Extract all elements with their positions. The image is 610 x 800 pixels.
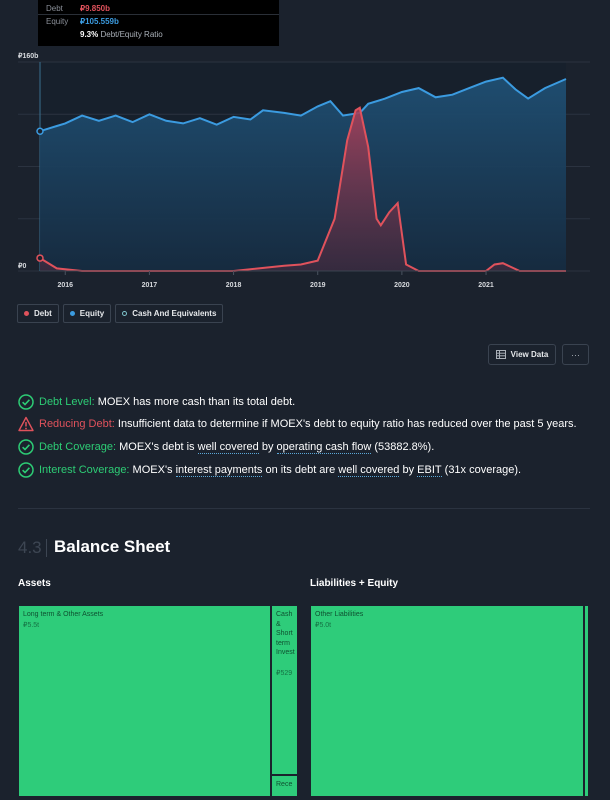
view-data-button[interactable]: View Data [488,344,556,365]
view-data-label: View Data [510,350,549,359]
check-debt-coverage: Debt Coverage: MOEX's debt is well cover… [18,439,434,455]
long-term-assets-box[interactable]: Long term & Other Assets ₽5.5t [18,605,271,797]
chart-svg[interactable]: ₽160b ₽0 2016 2017 2018 2019 2020 2021 [0,48,610,293]
check-interest-coverage: Interest Coverage: MOEX's interest payme… [18,462,521,478]
check-text: (53882.8%). [371,441,435,453]
legend-cash-label: Cash And Equivalents [132,309,217,318]
chart-legend: Debt Equity Cash And Equivalents [17,304,224,323]
cash-short-term-box[interactable]: Cash & Short term Invest ₽529 [271,605,298,775]
warning-icon [18,416,34,432]
y-tick-label: ₽0 [18,262,26,270]
box-value: ₽5.5t [23,622,40,629]
tooltip-debt-value: ₽9.850b [80,4,110,13]
equity-area [40,77,566,271]
ebit-link[interactable]: EBIT [417,463,442,477]
check-text: by [399,464,418,476]
well-covered-link[interactable]: well covered [338,463,400,477]
check-label: Reducing Debt: [39,418,115,430]
check-circle-icon [18,439,34,455]
well-covered-link[interactable]: well covered [197,440,259,454]
tooltip-equity-value: ₽105.559b [80,17,119,26]
legend-debt[interactable]: Debt [17,304,59,323]
equity-dot-icon [69,311,75,316]
x-tick-label: 2017 [142,282,158,289]
x-tick-label: 2020 [394,282,410,289]
more-dots-icon: ··· [571,349,580,360]
box-value: ₽529 [276,670,293,677]
check-reducing-debt: Reducing Debt: Insufficient data to dete… [18,416,577,432]
check-circle-icon [18,394,34,410]
check-text: (31x coverage). [441,464,522,476]
check-debt-level: Debt Level: MOEX has more cash than its … [18,394,295,410]
check-label: Interest Coverage: [39,464,130,476]
tooltip-ratio-value: 9.3% [80,30,99,39]
check-text: Insufficient data to determine if MOEX's… [114,418,577,430]
operating-cash-flow-link[interactable]: operating cash flow [276,440,372,454]
legend-cash[interactable]: Cash And Equivalents [115,304,224,323]
tooltip-equity-label: Equity [46,17,69,26]
legend-equity-label: Equity [79,309,105,318]
box-value: ₽5.0t [315,622,332,629]
section-title: Balance Sheet [54,537,171,556]
receivables-box[interactable]: Rece [271,775,298,797]
more-options-button[interactable]: ··· [562,344,589,365]
tooltip-separator [38,14,279,15]
box-title: Other Liabilities [315,611,364,618]
section-separator [46,539,47,557]
check-text: MOEX has more cash than its total debt. [94,396,296,408]
x-tick-label: 2018 [226,282,242,289]
check-text: MOEX's [129,464,176,476]
equity-line [39,76,567,133]
chart-tooltip: Debt ₽9.850b Equity ₽105.559b 9.3% Debt/… [38,0,279,46]
check-text: by [258,441,277,453]
equity-hover-point [36,127,44,135]
y-tick-label: ₽160b [18,52,38,60]
debt-equity-chart[interactable]: ₽160b ₽0 2016 2017 2018 2019 2020 2021 [0,48,610,293]
cash-ring-icon [122,311,128,316]
other-liabilities-box[interactable]: Other Liabilities ₽5.0t [310,605,584,797]
x-tick-label: 2016 [57,282,73,289]
box-title: Cash & Short term Invest [276,611,295,656]
debt-dot-icon [24,311,29,316]
debt-hover-point [36,254,44,262]
assets-heading: Assets [18,578,51,589]
check-label: Debt Level: [39,396,95,408]
check-label: Debt Coverage: [39,441,117,453]
table-icon [495,350,506,359]
x-tick-label: 2019 [310,282,326,289]
section-number: 4.3 [18,538,42,557]
tooltip-ratio-row: 9.3% Debt/Equity Ratio [80,30,163,39]
x-tick-label: 2021 [478,282,494,289]
legend-debt-label: Debt [34,309,52,318]
interest-payments-link[interactable]: interest payments [175,463,263,477]
check-text: on its debt are [262,464,339,476]
section-divider [18,508,590,509]
equity-box[interactable] [584,605,589,797]
check-text: MOEX's debt is [116,441,198,453]
box-title: Long term & Other Assets [23,611,104,618]
check-circle-icon [18,462,34,478]
liabilities-heading: Liabilities + Equity [310,578,399,589]
tooltip-debt-label: Debt [46,4,63,13]
box-title: Rece [276,781,293,788]
tooltip-ratio-label: Debt/Equity Ratio [100,30,163,39]
legend-equity[interactable]: Equity [62,304,112,323]
